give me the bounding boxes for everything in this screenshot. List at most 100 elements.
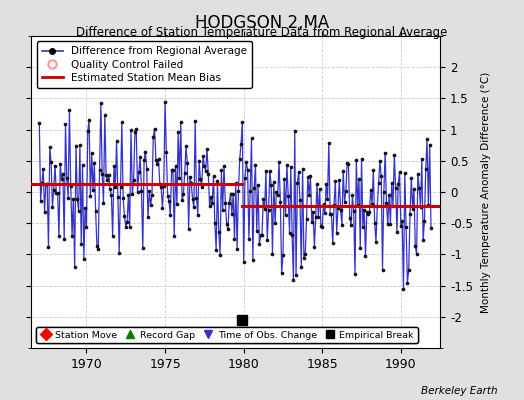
Point: [162, 149, 170, 156]
Point: [75, 142, 84, 148]
Point: [209, 173, 217, 180]
Point: [263, 236, 271, 243]
Point: [368, 200, 376, 207]
Point: [150, 125, 159, 132]
Text: Berkeley Earth: Berkeley Earth: [421, 386, 498, 396]
Point: [39, 166, 47, 172]
Point: [220, 163, 228, 169]
Point: [241, 175, 249, 182]
Point: [196, 176, 204, 182]
Point: [293, 180, 301, 186]
Point: [107, 192, 115, 198]
Point: [170, 233, 178, 239]
Point: [44, 244, 52, 250]
Point: [242, 159, 250, 165]
Point: [128, 191, 136, 197]
Point: [398, 218, 406, 224]
Point: [52, 190, 60, 196]
Point: [69, 195, 78, 202]
Point: [248, 257, 257, 263]
Point: [397, 223, 405, 230]
Point: [238, 119, 246, 125]
Point: [373, 203, 381, 210]
Point: [264, 207, 272, 214]
Point: [419, 237, 427, 243]
Point: [403, 279, 411, 286]
Point: [102, 172, 110, 178]
Point: [427, 224, 435, 231]
Point: [385, 191, 393, 198]
Point: [347, 222, 355, 228]
Point: [82, 224, 91, 231]
Point: [239, 259, 248, 265]
Point: [254, 182, 262, 188]
Point: [238, 317, 247, 323]
Point: [60, 236, 68, 242]
Point: [169, 166, 177, 173]
Point: [255, 241, 264, 248]
Point: [200, 163, 209, 170]
Point: [188, 196, 196, 203]
Point: [163, 193, 172, 200]
Point: [290, 128, 299, 134]
Point: [158, 205, 167, 212]
Point: [425, 142, 434, 148]
Point: [213, 178, 222, 184]
Point: [251, 162, 259, 169]
Point: [329, 240, 337, 246]
Point: [318, 224, 326, 230]
Point: [294, 168, 303, 175]
Point: [57, 176, 66, 183]
Point: [88, 150, 96, 157]
Point: [179, 191, 188, 198]
Point: [171, 163, 180, 170]
Point: [324, 140, 333, 146]
Point: [406, 210, 414, 217]
Point: [353, 202, 362, 208]
Point: [89, 187, 97, 194]
Point: [416, 204, 424, 210]
Point: [405, 266, 413, 273]
Point: [93, 242, 101, 249]
Point: [212, 247, 220, 254]
Point: [116, 184, 125, 191]
Point: [72, 143, 80, 149]
Point: [221, 200, 230, 206]
Point: [340, 199, 348, 206]
Point: [335, 176, 343, 183]
Point: [143, 166, 151, 172]
Point: [157, 184, 165, 190]
Point: [148, 192, 156, 198]
Point: [156, 181, 164, 188]
Point: [175, 175, 183, 182]
Point: [311, 214, 320, 220]
Point: [314, 213, 322, 220]
Point: [40, 209, 49, 216]
Point: [259, 196, 267, 202]
Point: [192, 195, 201, 201]
Point: [222, 221, 231, 228]
Point: [62, 175, 71, 182]
Point: [145, 188, 154, 194]
Point: [217, 167, 225, 174]
Point: [135, 169, 143, 175]
Point: [219, 206, 227, 213]
Point: [137, 188, 146, 194]
Point: [288, 232, 296, 238]
Point: [141, 148, 149, 155]
Point: [281, 212, 290, 218]
Point: [280, 176, 288, 182]
Point: [78, 161, 86, 168]
Point: [350, 207, 358, 214]
Point: [302, 216, 311, 222]
Point: [323, 196, 332, 202]
Point: [330, 202, 338, 208]
Point: [287, 163, 295, 170]
Point: [260, 206, 269, 212]
Point: [379, 189, 388, 195]
Point: [178, 197, 186, 204]
Point: [412, 251, 421, 258]
Point: [49, 187, 58, 193]
Point: [374, 180, 383, 186]
Point: [292, 272, 300, 278]
